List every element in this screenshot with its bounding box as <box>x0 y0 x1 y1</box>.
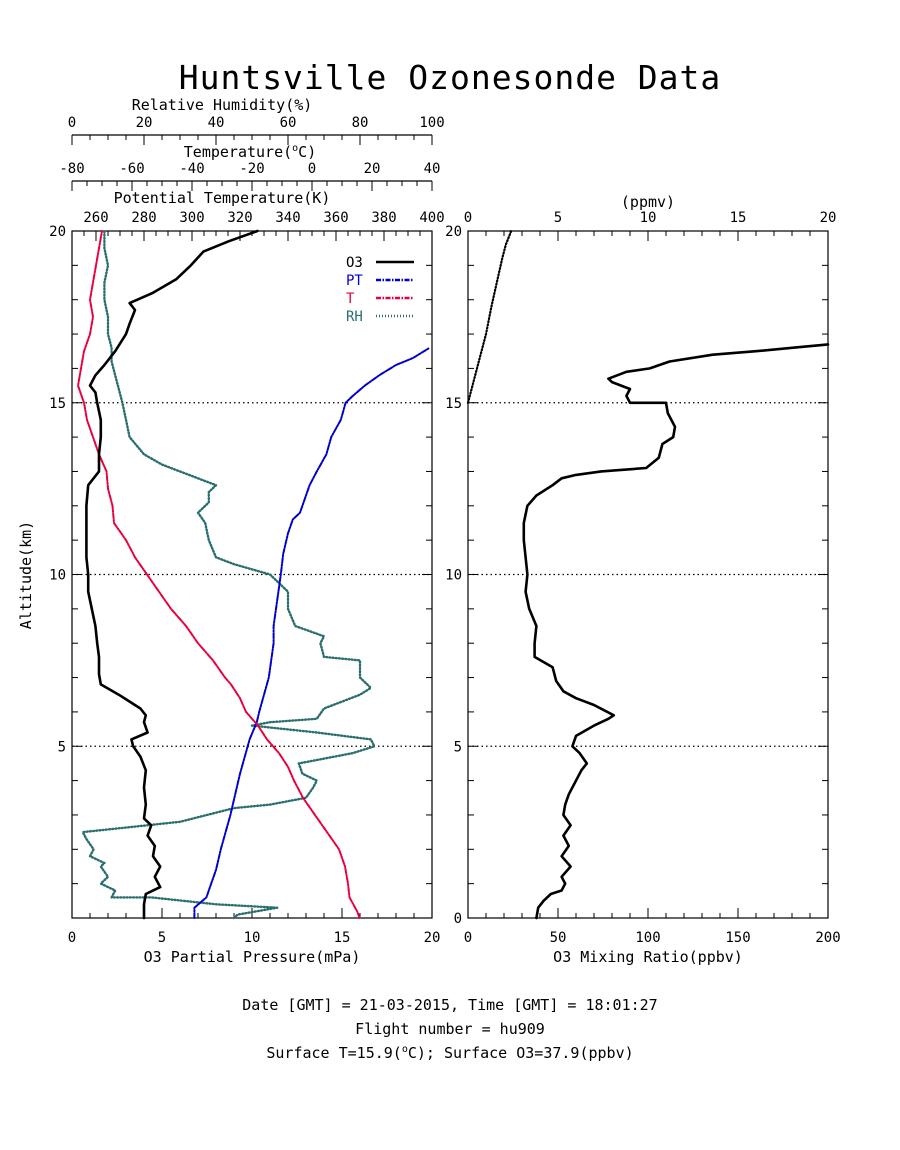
x-tick-label: 5 <box>158 930 166 946</box>
top-tick-label: 340 <box>275 210 300 226</box>
footer-date-time: Date [GMT] = 21-03-2015, Time [GMT] = 18… <box>242 996 658 1014</box>
y-axis-label: Altitude(km) <box>17 521 35 629</box>
t-series-line <box>77 230 361 919</box>
top-tick-label: 20 <box>136 115 153 131</box>
top-tick-label: 0 <box>68 115 76 131</box>
o3-series-line <box>85 229 259 920</box>
rh-series-line <box>81 229 376 920</box>
x-tick-label: 50 <box>550 930 567 946</box>
top-tick-label: 5 <box>554 210 562 226</box>
x-tick-label: 150 <box>725 930 750 946</box>
x-tick-label: 15 <box>334 930 351 946</box>
y-tick-label: 20 <box>445 224 462 240</box>
x-tick-label: 0 <box>68 930 76 946</box>
top-axis-title: Relative Humidity(%) <box>132 96 313 114</box>
footer-surface-suffix: C); Surface O3=37.9(ppbv) <box>407 1044 634 1062</box>
top-axis-title: (ppmv) <box>621 193 675 211</box>
top-tick-label: 10 <box>640 210 657 226</box>
top-tick-label: 40 <box>208 115 225 131</box>
x-tick-label: 100 <box>635 930 660 946</box>
top-tick-label: 300 <box>179 210 204 226</box>
top-tick-label: 400 <box>419 210 444 226</box>
left-panel: 5 10 15 20 0 5 10 15 20 O3 Partial Pressure(mPa) A… <box>17 96 445 966</box>
top-axis-title-sup: o <box>292 143 298 154</box>
top-tick-label: -40 <box>179 161 204 177</box>
y-tick-label: 10 <box>49 568 66 584</box>
y-tick-label: 15 <box>49 396 66 412</box>
pt-series-line <box>193 346 431 919</box>
x-tick-label: 0 <box>464 930 472 946</box>
top-tick-label: 0 <box>464 210 472 226</box>
top-axis-title-part: C) <box>298 143 316 161</box>
legend-label: T <box>346 291 355 307</box>
top-tick-label: 20 <box>364 161 381 177</box>
top-tick-label: 320 <box>227 210 252 226</box>
footer-surface-values: Surface T=15.9(oC); Surface O3=37.9(ppbv… <box>0 1044 900 1062</box>
top-tick-label: 380 <box>371 210 396 226</box>
legend-label: O3 <box>346 255 363 271</box>
legend-label: PT <box>346 273 363 289</box>
x-axis-label: O3 Partial Pressure(mPa) <box>144 948 361 966</box>
footer-surface-prefix: Surface T=15.9( <box>266 1044 402 1062</box>
legend: O3 PT T RH <box>346 255 414 325</box>
y-tick-label: 10 <box>445 568 462 584</box>
top-tick-label: 15 <box>730 210 747 226</box>
top-tick-label: -80 <box>59 161 84 177</box>
figure-title: Huntsville Ozonesonde Data <box>178 58 722 97</box>
y-tick-label: 5 <box>58 739 66 755</box>
footer-degree-sup: o <box>401 1044 408 1055</box>
top-tick-label: 0 <box>308 161 316 177</box>
top-tick-label: 20 <box>820 210 837 226</box>
legend-label: RH <box>346 309 363 325</box>
x-tick-label: 20 <box>424 930 441 946</box>
top-tick-label: 60 <box>280 115 297 131</box>
top-axis-title-part: Temperature( <box>184 143 292 161</box>
x-tick-label: 200 <box>815 930 840 946</box>
footer-flight-number: Flight number = hu909 <box>355 1020 545 1038</box>
top-tick-label: 260 <box>83 210 108 226</box>
top-tick-label: 360 <box>323 210 348 226</box>
y-tick-label: 5 <box>454 739 462 755</box>
o3-ppmv-series-line <box>466 229 513 404</box>
top-tick-label: 80 <box>352 115 369 131</box>
y-tick-label: 20 <box>49 224 66 240</box>
top-tick-label: 280 <box>131 210 156 226</box>
x-tick-label: 10 <box>244 930 261 946</box>
y-tick-label: 0 <box>454 911 462 927</box>
top-axis-title: Temperature(oC) <box>184 143 316 161</box>
top-tick-label: 40 <box>424 161 441 177</box>
top-tick-label: -60 <box>119 161 144 177</box>
top-axis-title: Potential Temperature(K) <box>114 189 331 207</box>
x-axis-label: O3 Mixing Ratio(ppbv) <box>553 948 743 966</box>
top-tick-label: -20 <box>239 161 264 177</box>
top-tick-label: 100 <box>419 115 444 131</box>
y-tick-label: 15 <box>445 396 462 412</box>
o3-ppbv-series-line <box>522 343 830 920</box>
